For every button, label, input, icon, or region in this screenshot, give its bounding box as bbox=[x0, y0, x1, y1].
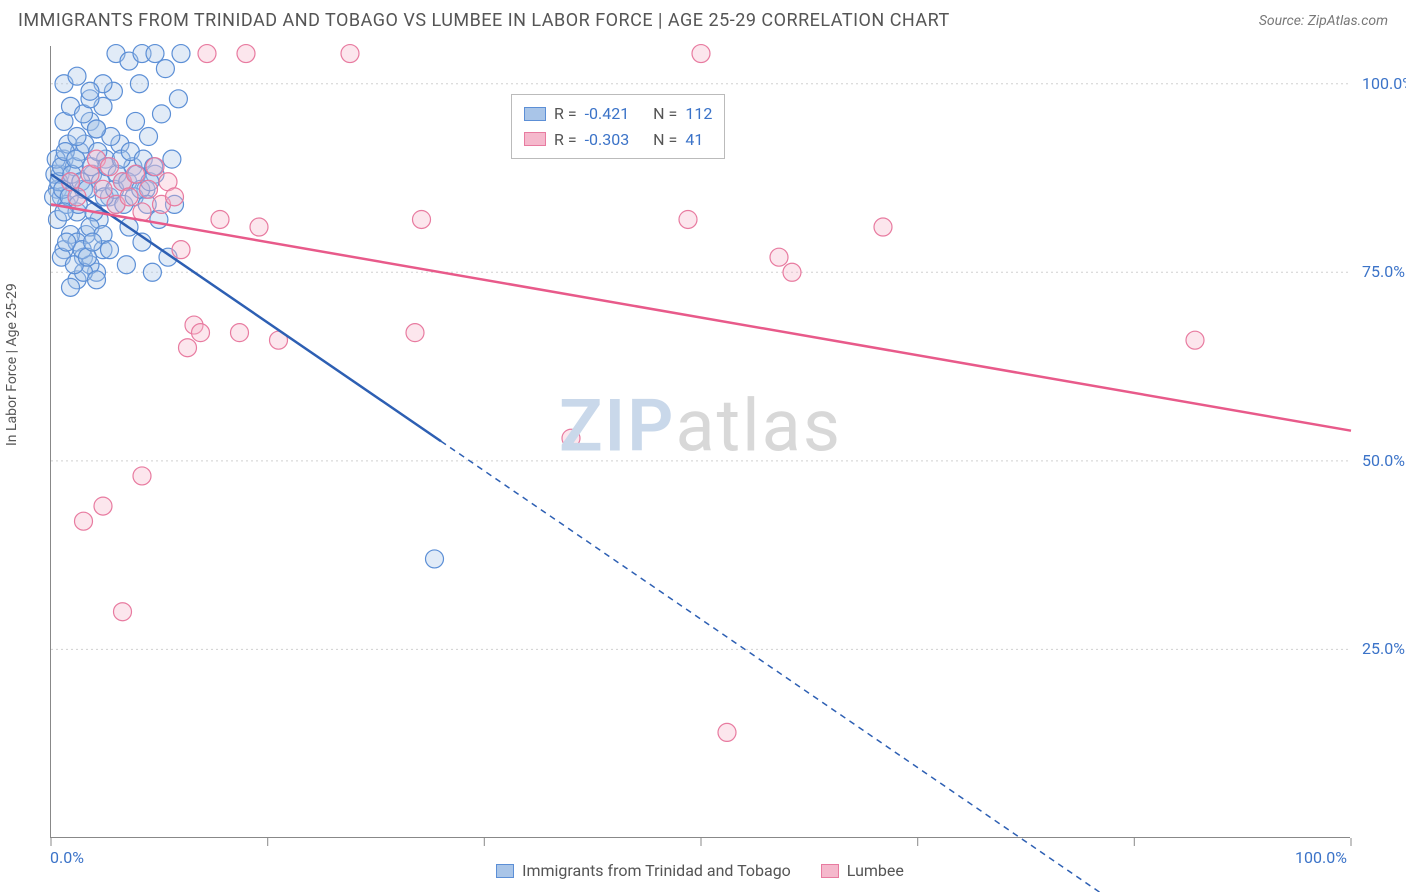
r-value-lumbee: -0.303 bbox=[585, 127, 630, 153]
x-tick-label: 0.0% bbox=[50, 848, 84, 867]
legend-row-lumbee: R = -0.303 N = 41 bbox=[524, 127, 712, 153]
scatter-plot: ZIPatlas R = -0.421 N = 112 R = -0.303 N… bbox=[50, 46, 1350, 838]
legend-item-trinidad: Immigrants from Trinidad and Tobago bbox=[496, 861, 791, 880]
y-tick-label: 100.0% bbox=[1362, 74, 1406, 93]
legend-label-lumbee: Lumbee bbox=[847, 861, 904, 880]
x-tick-label: 100.0% bbox=[1295, 848, 1347, 867]
y-axis-label: In Labor Force | Age 25-29 bbox=[4, 283, 20, 446]
legend-swatch-lumbee bbox=[524, 132, 546, 146]
legend-item-lumbee: Lumbee bbox=[821, 861, 904, 880]
y-tick-label: 75.0% bbox=[1362, 262, 1405, 281]
n-label: N = bbox=[653, 127, 677, 153]
legend-label-trinidad: Immigrants from Trinidad and Tobago bbox=[522, 861, 791, 880]
n-value-lumbee: 41 bbox=[685, 127, 703, 153]
chart-title: IMMIGRANTS FROM TRINIDAD AND TOBAGO VS L… bbox=[18, 10, 950, 31]
legend-swatch-lumbee-icon bbox=[821, 864, 839, 878]
legend-swatch-trinidad bbox=[524, 107, 546, 121]
r-label: R = bbox=[554, 101, 577, 127]
correlation-legend: R = -0.421 N = 112 R = -0.303 N = 41 bbox=[511, 94, 725, 159]
source-attribution: Source: ZipAtlas.com bbox=[1259, 13, 1388, 29]
y-tick-label: 25.0% bbox=[1362, 639, 1405, 658]
r-value-trinidad: -0.421 bbox=[585, 101, 630, 127]
n-label: N = bbox=[653, 101, 677, 127]
legend-row-trinidad: R = -0.421 N = 112 bbox=[524, 101, 712, 127]
chart-svg bbox=[51, 46, 1350, 837]
r-label: R = bbox=[554, 127, 577, 153]
n-value-trinidad: 112 bbox=[685, 101, 712, 127]
series-legend: Immigrants from Trinidad and Tobago Lumb… bbox=[50, 853, 1350, 892]
legend-swatch-trinidad-icon bbox=[496, 864, 514, 878]
y-tick-label: 50.0% bbox=[1362, 451, 1405, 470]
